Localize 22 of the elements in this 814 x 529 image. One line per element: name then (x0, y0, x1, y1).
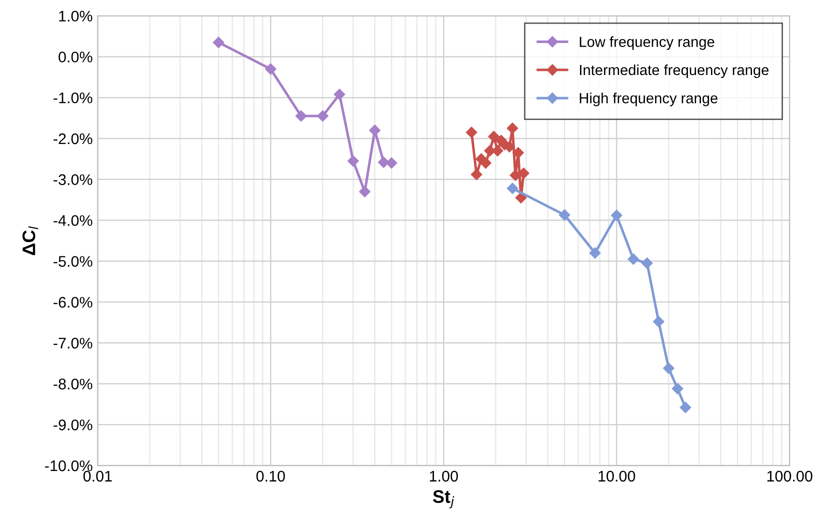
x-tick-label: 0.10 (256, 470, 285, 482)
y-tick-label: -7.0% (54, 338, 92, 349)
y-tick-label: -8.0% (54, 378, 92, 390)
x-tick-label: 100.00 (767, 470, 812, 482)
x-tick-label: 1.00 (430, 470, 458, 482)
y-tick-label: -5.0% (54, 256, 92, 267)
y-tick-label: 1.0% (59, 10, 92, 22)
y-tick-label: -10.0% (45, 460, 92, 472)
y-tick-label: -4.0% (54, 215, 92, 226)
x-tick-label: 10.00 (598, 470, 636, 482)
x-axis-title: St$_{j}$ (432, 490, 454, 508)
y-tick-label: -9.0% (54, 420, 92, 430)
y-tick-label: -6.0% (54, 296, 92, 308)
legend-label: Low frequency range (580, 36, 714, 50)
legend-label: Intermediate frequency range (580, 64, 769, 78)
y-axis-title: ΔC$_{l}$ (22, 226, 38, 256)
y-tick-label: 0.0% (58, 52, 92, 62)
y-tick-label: -2.0% (54, 133, 92, 144)
y-tick-label: -3.0% (54, 174, 92, 186)
x-tick-label: 0.01 (83, 470, 112, 482)
y-tick-label: -1.0% (54, 92, 92, 104)
legend-label: High frequency range (580, 92, 718, 106)
